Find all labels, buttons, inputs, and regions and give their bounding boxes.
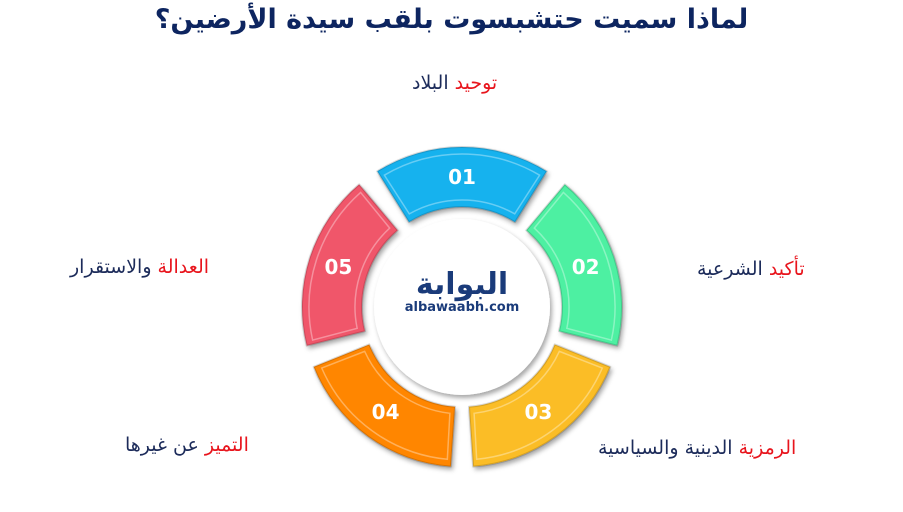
label-03: الرمزية الدينية والسياسية bbox=[598, 437, 796, 459]
label-01-highlight: توحيد bbox=[454, 72, 498, 94]
segment-number-05: 05 bbox=[324, 255, 352, 279]
label-05-rest: والاستقرار bbox=[70, 256, 152, 278]
label-02: تأكيد الشرعية bbox=[697, 258, 805, 280]
logo-arabic: البوابة bbox=[415, 267, 509, 302]
label-03-highlight: الرمزية bbox=[738, 437, 797, 459]
segment-03 bbox=[467, 343, 612, 468]
label-04-highlight: التميز bbox=[204, 434, 249, 456]
segment-bevel bbox=[320, 350, 451, 461]
logo-latin: albawaabh.com bbox=[404, 300, 520, 315]
label-01-rest: البلاد bbox=[412, 72, 449, 94]
label-04: التميز عن غيرها bbox=[125, 434, 249, 456]
segment-number-01: 01 bbox=[448, 165, 476, 189]
segment-05 bbox=[301, 183, 399, 347]
label-02-rest: الشرعية bbox=[697, 258, 763, 280]
segment-number-02: 02 bbox=[572, 255, 600, 279]
page-title: لماذا سميت حتشبسوت بلقب سيدة الأرضين؟ bbox=[154, 4, 749, 35]
label-01: توحيد البلاد bbox=[412, 72, 497, 94]
segment-02 bbox=[525, 183, 623, 347]
segment-01 bbox=[376, 146, 548, 224]
label-05-highlight: العدالة bbox=[157, 256, 210, 278]
center-circle bbox=[374, 219, 550, 395]
segment-bevel bbox=[308, 191, 391, 342]
label-05: العدالة والاستقرار bbox=[70, 256, 209, 278]
segment-bevel bbox=[383, 153, 541, 215]
label-03-rest: الدينية والسياسية bbox=[598, 437, 733, 459]
segment-number-04: 04 bbox=[372, 400, 400, 424]
logo: البوابة albawaabh.com bbox=[392, 267, 532, 316]
label-02-highlight: تأكيد bbox=[768, 258, 805, 280]
label-04-rest: عن غيرها bbox=[125, 434, 199, 456]
segment-bevel bbox=[473, 350, 604, 461]
segment-04 bbox=[312, 343, 457, 468]
segment-bevel bbox=[533, 191, 616, 342]
segment-number-03: 03 bbox=[524, 400, 552, 424]
